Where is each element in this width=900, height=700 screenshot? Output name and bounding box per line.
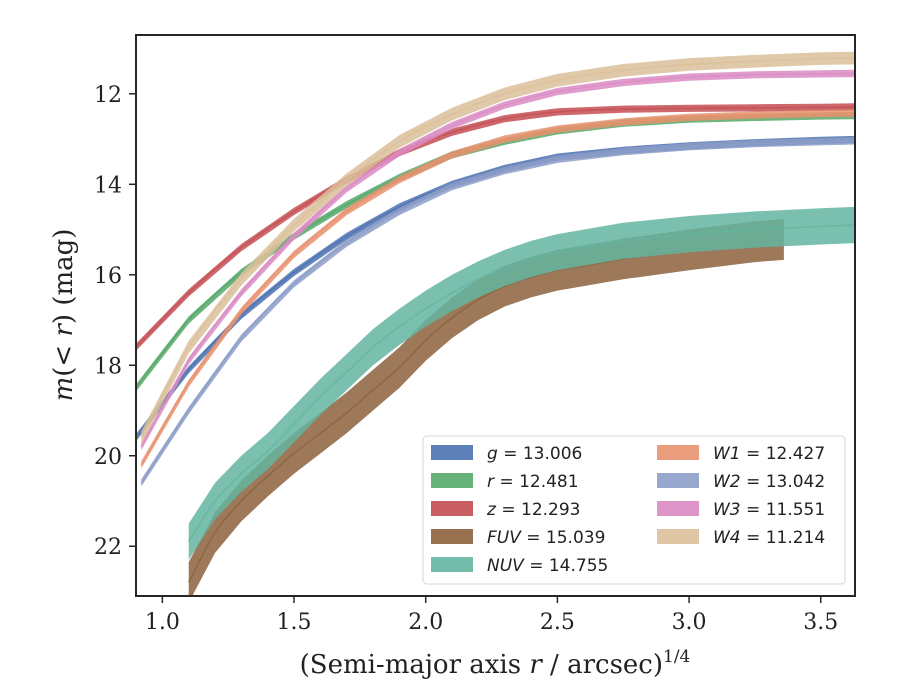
legend: g = 13.006 r = 12.481 z = 12.293 FUV = 15.0…	[422, 435, 846, 585]
legend-entry-w4: W4 = 11.214	[657, 528, 825, 548]
y-axis: 12 14 16 18 20 22	[94, 83, 136, 560]
series-w4	[140, 51, 855, 444]
legend-series-value: 11.551	[766, 500, 825, 520]
legend-swatch	[431, 501, 473, 516]
x-tick-label: 1.5	[277, 610, 312, 635]
legend-entry-g: g = 13.006	[431, 444, 582, 464]
series-w1	[140, 109, 855, 469]
series-line-z	[136, 106, 855, 348]
legend-series-value: 12.481	[519, 472, 578, 492]
series-nuv	[187, 206, 855, 560]
legend-series-value: 12.427	[766, 444, 825, 464]
y-tick-label: 20	[94, 445, 122, 470]
x-tick-label: 1.0	[145, 610, 180, 635]
legend-equals: =	[741, 500, 766, 520]
legend-label: W2 = 13.042	[713, 472, 825, 492]
series-line-w2	[140, 140, 855, 484]
legend-series-value: 11.214	[766, 528, 825, 548]
legend-series-value: 14.755	[549, 556, 608, 576]
legend-equals: =	[496, 500, 521, 520]
legend-swatch	[431, 557, 473, 572]
legend-series-value: 15.039	[546, 528, 605, 548]
y-tick-label: 18	[94, 354, 122, 379]
y-tick-label: 16	[94, 264, 122, 289]
legend-equals: =	[741, 472, 766, 492]
legend-label: W1 = 12.427	[713, 444, 825, 464]
legend-swatch	[657, 529, 699, 544]
y-axis-label-pre: m	[49, 377, 79, 402]
legend-swatch	[431, 529, 473, 544]
legend-series-name: g	[487, 444, 498, 464]
legend-series-value: 12.293	[521, 500, 580, 520]
series-w2	[140, 137, 855, 487]
x-axis-label-sup: 1/4	[663, 647, 690, 667]
plot-frame	[135, 34, 856, 597]
legend-series-name: FUV	[487, 528, 522, 548]
legend-entry-nuv: NUV = 14.755	[431, 556, 608, 576]
y-axis-label-post: ) (mag)	[49, 229, 79, 325]
series-band-nuv	[188, 206, 855, 560]
y-tick-label: 22	[94, 535, 122, 560]
x-axis-label: (Semi-major axis r / arcsec)1/4	[300, 647, 691, 680]
legend-series-name: W3	[713, 500, 741, 520]
x-axis-label-pre: (Semi-major axis	[300, 650, 530, 680]
legend-entry-fuv: FUV = 15.039	[431, 528, 605, 548]
legend-series-name: W1	[713, 444, 741, 464]
y-axis-label: m(< r) (mag)	[49, 229, 79, 402]
legend-equals: =	[521, 528, 546, 548]
x-tick-label: 3.5	[803, 610, 838, 635]
series-z	[136, 103, 855, 351]
legend-entry-w1: W1 = 12.427	[657, 444, 825, 464]
legend-label: FUV = 15.039	[487, 528, 605, 548]
series-layer	[136, 51, 855, 596]
legend-box	[422, 435, 846, 585]
legend-series-name: W4	[713, 528, 741, 548]
legend-swatch	[431, 473, 473, 488]
legend-swatch	[657, 501, 699, 516]
legend-entry-z: z = 12.293	[431, 500, 580, 520]
legend-equals: =	[741, 528, 766, 548]
series-line-nuv	[187, 224, 855, 543]
x-tick-label: 3.0	[672, 610, 707, 635]
legend-series-name: z	[486, 500, 497, 520]
legend-swatch	[657, 473, 699, 488]
legend-label: W4 = 11.214	[713, 528, 825, 548]
legend-label: g = 13.006	[487, 444, 582, 464]
y-tick-label: 14	[94, 173, 122, 198]
x-tick-label: 2.0	[408, 610, 443, 635]
y-axis-label-mid: (<	[49, 337, 79, 377]
legend-label: NUV = 14.755	[487, 556, 608, 576]
legend-equals: =	[494, 472, 519, 492]
y-axis-label-var: r	[49, 323, 79, 337]
x-axis-label-post: / arcsec)	[542, 650, 663, 680]
legend-equals: =	[741, 444, 766, 464]
legend-equals: =	[524, 556, 549, 576]
legend-entry-w3: W3 = 11.551	[657, 500, 825, 520]
legend-series-name: NUV	[487, 556, 525, 576]
legend-series-value: 13.006	[523, 444, 582, 464]
y-tick-label: 12	[94, 83, 122, 108]
legend-entry-r: r = 12.481	[431, 472, 579, 492]
x-tick-label: 2.5	[540, 610, 575, 635]
series-line-w3	[140, 72, 855, 448]
legend-series-name: W2	[713, 472, 741, 492]
x-axis-label-var: r	[529, 650, 543, 680]
x-axis: 1.0 1.5 2.0 2.5 3.0 3.5	[145, 596, 838, 635]
legend-swatch	[431, 445, 473, 460]
legend-label: z = 12.293	[486, 500, 580, 520]
legend-entries: g = 13.006 r = 12.481 z = 12.293 FUV = 15.0…	[431, 444, 825, 576]
legend-series-value: 13.042	[766, 472, 825, 492]
legend-series-name: r	[487, 472, 495, 492]
legend-label: W3 = 11.551	[713, 500, 825, 520]
series-line-w4	[140, 57, 855, 439]
series-w3	[140, 69, 855, 451]
series-line-w1	[140, 112, 855, 466]
legend-equals: =	[498, 444, 523, 464]
legend-swatch	[657, 445, 699, 460]
legend-entry-w2: W2 = 13.042	[657, 472, 825, 492]
legend-label: r = 12.481	[487, 472, 579, 492]
